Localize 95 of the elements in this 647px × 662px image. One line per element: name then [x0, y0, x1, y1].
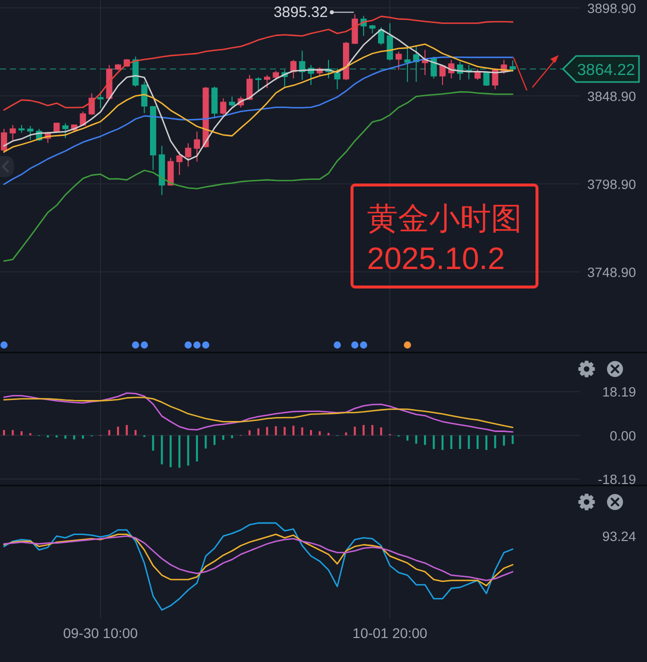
- y-tick-label: -18.19: [598, 472, 636, 487]
- bar: [117, 426, 120, 436]
- y-tick-label: 3898.90: [587, 0, 636, 16]
- candlestick: [246, 74, 253, 100]
- bar: [459, 435, 462, 449]
- candlestick: [158, 145, 165, 196]
- candlestick: [150, 105, 156, 170]
- annotation: 3895.32: [274, 4, 328, 22]
- bar: [354, 426, 356, 436]
- bar: [380, 427, 382, 436]
- candlestick: [54, 122, 60, 134]
- bar: [424, 435, 426, 445]
- bar: [196, 435, 198, 462]
- bar: [468, 435, 470, 449]
- y-tick-label: 0.00: [610, 428, 636, 444]
- bar: [494, 435, 496, 448]
- bar: [152, 435, 154, 451]
- candlestick: [255, 76, 262, 92]
- bar: [3, 430, 5, 436]
- bar: [213, 435, 216, 445]
- x-tick-label: 09-30 10:00: [63, 625, 138, 641]
- bar: [266, 426, 268, 436]
- candlestick: [369, 24, 376, 34]
- bar: [310, 430, 312, 436]
- y-tick-label: 3798.90: [587, 176, 636, 192]
- candlestick: [185, 142, 192, 168]
- line-series: [3, 16, 514, 111]
- candlestick: [352, 14, 358, 45]
- candlestick: [114, 63, 122, 71]
- line-series: [3, 43, 514, 153]
- bar: [371, 425, 374, 436]
- candlestick: [168, 157, 174, 186]
- candlestick: [342, 41, 350, 81]
- candlestick: [439, 65, 446, 86]
- candlestick: [62, 122, 68, 139]
- bar: [170, 435, 172, 468]
- line-series: [3, 28, 514, 161]
- bar: [292, 426, 294, 436]
- candlestick: [97, 91, 104, 109]
- bar: [73, 435, 76, 440]
- bar: [301, 427, 304, 436]
- bar: [20, 431, 23, 436]
- candlestick: [290, 59, 297, 79]
- ref-line-label: 3864.22: [577, 62, 636, 79]
- bar: [204, 435, 207, 449]
- bar: [485, 435, 488, 450]
- bar: [512, 435, 514, 444]
- line-series: [3, 56, 514, 185]
- candlestick: [141, 81, 148, 114]
- y-tick-label: 3848.90: [587, 88, 636, 104]
- x-tick-label: 10-01 20:00: [352, 625, 428, 641]
- bar: [318, 431, 321, 436]
- candlestick: [228, 96, 236, 108]
- candlestick: [264, 74, 270, 89]
- bar: [12, 430, 14, 436]
- bar: [274, 426, 277, 436]
- bar: [450, 435, 452, 449]
- bar: [406, 435, 408, 441]
- bar: [248, 430, 251, 436]
- candlestick: [396, 51, 402, 70]
- bar: [328, 432, 330, 436]
- candlestick: [27, 126, 34, 140]
- bar: [432, 435, 435, 449]
- bar: [178, 435, 180, 468]
- bar: [476, 435, 479, 449]
- candlestick: [272, 70, 279, 81]
- bar: [187, 435, 190, 466]
- candlestick: [10, 124, 16, 140]
- candlestick: [0, 128, 8, 154]
- candlestick: [194, 131, 200, 162]
- candlestick: [220, 98, 226, 116]
- candlestick: [386, 22, 394, 62]
- bar: [222, 435, 224, 440]
- candlestick: [211, 86, 218, 119]
- bar: [257, 428, 260, 436]
- bar: [362, 425, 365, 436]
- annotation: 黄金小时图: [367, 201, 522, 236]
- bar: [442, 435, 444, 450]
- text: 93.24: [602, 529, 636, 544]
- bar: [284, 426, 286, 436]
- y-tick-label: 18.19: [602, 384, 636, 400]
- annotation: 2025.10.2: [367, 241, 505, 276]
- candlestick: [176, 151, 183, 176]
- candlestick: [202, 86, 209, 148]
- candlestick: [510, 60, 516, 72]
- bar: [126, 425, 128, 436]
- bar: [502, 435, 505, 446]
- bar: [160, 435, 163, 464]
- y-tick-label: 3748.90: [587, 264, 636, 280]
- candlestick: [18, 124, 25, 134]
- bar: [345, 432, 348, 436]
- candlestick: [483, 71, 490, 87]
- bar: [108, 430, 110, 436]
- bar: [134, 430, 137, 436]
- bar: [415, 435, 418, 444]
